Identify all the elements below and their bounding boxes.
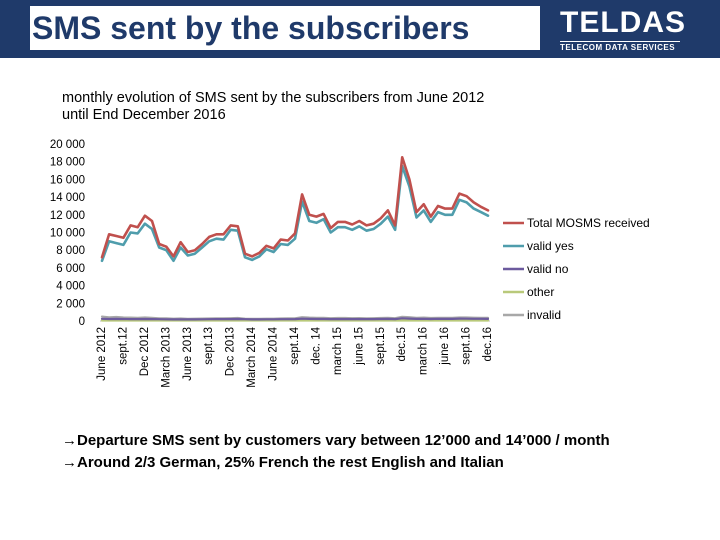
x-tick-label: March 2014: [246, 326, 258, 387]
x-tick-label: march 16: [418, 327, 430, 375]
legend-label: valid no: [527, 262, 569, 276]
page-title: SMS sent by the subscribers: [30, 6, 540, 50]
x-tick-label: dec.16: [482, 327, 494, 362]
x-tick-label: Dec 2013: [225, 327, 237, 376]
sms-line-chart: 20 000 18 000 16 000 14 000 12 000 10 000 8 00…: [50, 139, 650, 388]
x-tick-label: sept.15: [375, 327, 387, 365]
series-line-valid-yes: [100, 164, 490, 263]
notes-list: →Departure SMS sent by customers vary be…: [62, 430, 662, 474]
x-tick-label: june 16: [439, 327, 451, 366]
x-tick-label: June 2013: [182, 327, 194, 381]
x-tick-label: sept.14: [289, 326, 301, 364]
chart-title: monthly evolution of SMS sent by the sub…: [62, 90, 485, 123]
y-tick-label: 4 000: [56, 281, 85, 293]
x-tick-label: June 2014: [268, 326, 280, 380]
legend-label: invalid: [527, 308, 561, 322]
series-line-valid-no: [100, 317, 490, 321]
x-tick-label: sept.12: [117, 327, 129, 365]
x-tick-label: dec.15: [396, 327, 408, 362]
y-tick-label: 6 000: [56, 263, 85, 275]
y-tick-label: 0: [79, 316, 85, 328]
legend-label: other: [527, 285, 554, 299]
x-tick-label: march 15: [332, 327, 344, 375]
y-tick-label: 18 000: [50, 157, 85, 169]
y-tick-label: 10 000: [50, 228, 85, 240]
x-tick-label: sept.16: [461, 327, 473, 365]
teldas-logo: TELDAS TELECOM DATA SERVICES: [556, 6, 686, 52]
y-tick-label: 14 000: [50, 192, 85, 204]
note-departure-range: →Departure SMS sent by customers vary be…: [62, 432, 610, 449]
logo-divider: [560, 41, 680, 42]
y-tick-label: 16 000: [50, 174, 85, 186]
x-tick-label: sept.13: [203, 327, 215, 365]
x-tick-label: dec. 14: [310, 326, 322, 364]
header-bar: SMS sent by the subscribers TELDAS TELEC…: [0, 0, 720, 58]
x-tick-label: Dec 2012: [139, 327, 151, 376]
y-tick-label: 2 000: [56, 298, 85, 310]
series-line-total-mosms-received: [100, 155, 490, 259]
y-tick-label: 8 000: [56, 245, 85, 257]
x-tick-label: June 2012: [96, 327, 108, 381]
note-language-split: →Around 2/3 German, 25% French the rest …: [62, 454, 504, 471]
x-tick-label: june 15: [353, 327, 365, 366]
legend-label: Total MOSMS received: [527, 216, 650, 230]
x-tick-label: March 2013: [160, 327, 172, 388]
y-tick-label: 12 000: [50, 210, 85, 222]
y-tick-label: 20 000: [50, 139, 85, 151]
logo-wordmark: TELDAS: [560, 6, 686, 39]
logo-tagline: TELECOM DATA SERVICES: [560, 43, 676, 52]
legend-label: valid yes: [527, 239, 574, 253]
